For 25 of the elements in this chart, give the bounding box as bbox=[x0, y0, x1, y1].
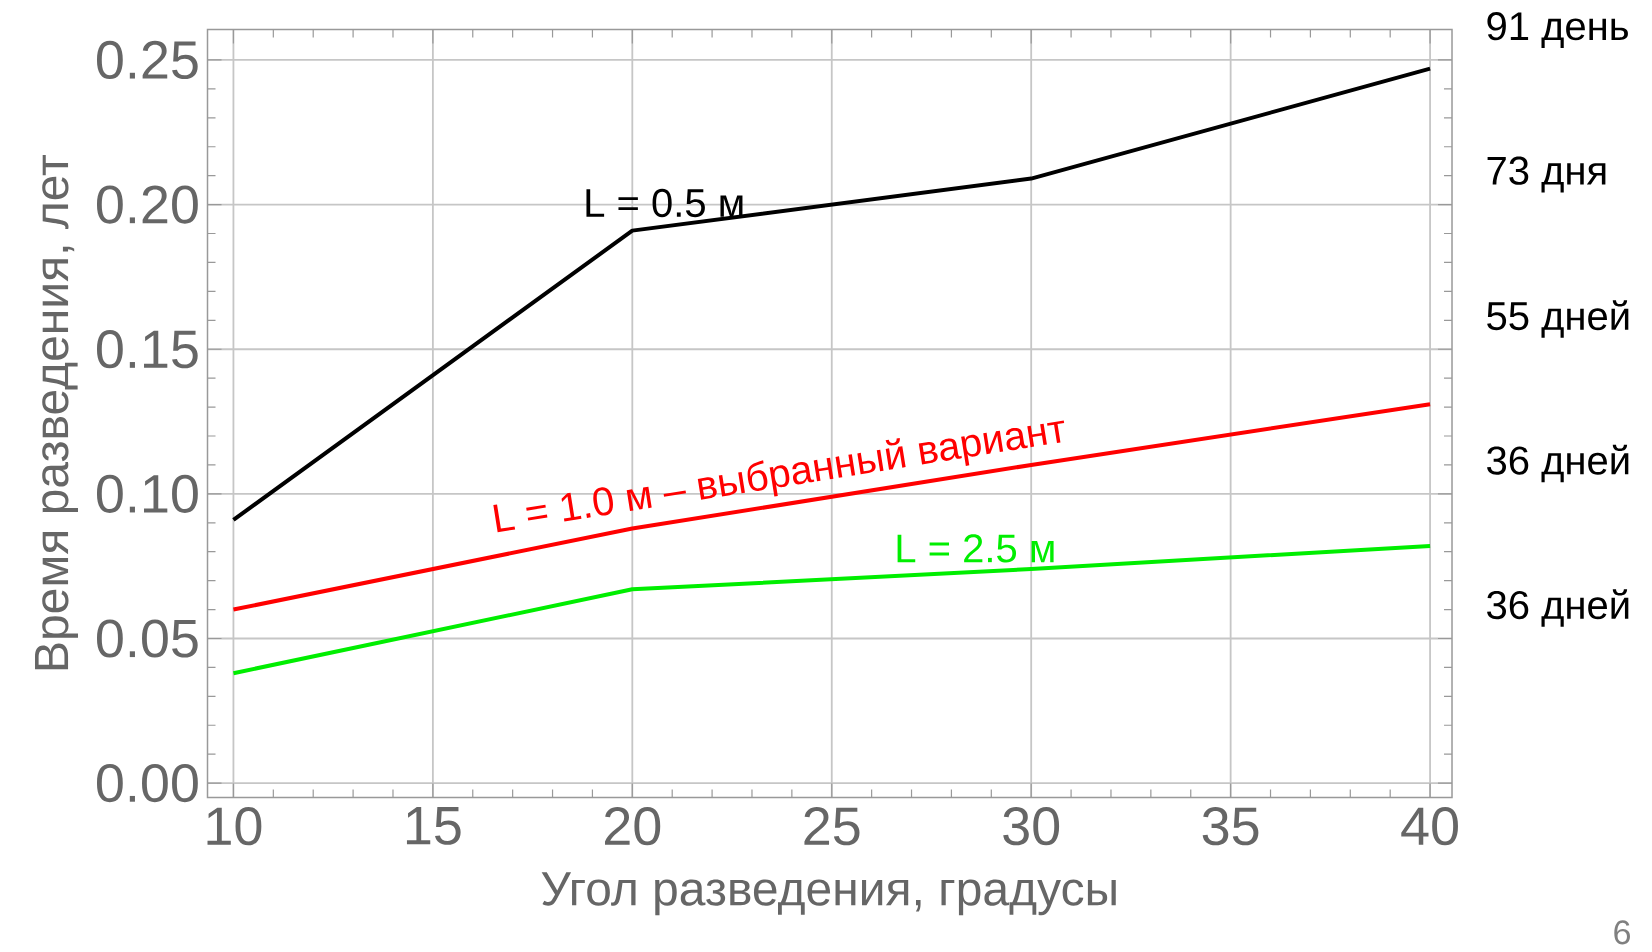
x-tick-label: 25 bbox=[804, 807, 860, 846]
x-tick-label: 40 bbox=[1401, 807, 1458, 846]
line-series bbox=[231, 402, 1433, 612]
text: 91 день bbox=[1487, 12, 1628, 48]
x-tick-label: 35 bbox=[1202, 807, 1259, 846]
y-tick-label: 0.10 bbox=[96, 474, 198, 513]
x-tick-label: 10 bbox=[207, 807, 262, 846]
text: L = 1.0 м – выбранный вариант bbox=[493, 420, 1065, 533]
text: 73 дня bbox=[1487, 156, 1606, 193]
x-tick-label: 30 bbox=[1003, 807, 1060, 846]
series-label: L = 2.5 м bbox=[897, 534, 1054, 563]
y-tick-label: 0.05 bbox=[96, 619, 198, 658]
text: 36 дней bbox=[1487, 589, 1629, 627]
series-label: L = 0.5 м bbox=[586, 188, 743, 218]
y-tick-label: 0.20 bbox=[96, 185, 198, 224]
x-axis-title: Угол разведения, градусы bbox=[541, 872, 1116, 916]
text: 36 дней bbox=[1487, 444, 1629, 483]
text: 6 bbox=[1614, 920, 1630, 945]
x-tick-label: 20 bbox=[605, 807, 661, 846]
y-tick-label: 0.00 bbox=[96, 764, 198, 803]
text: 55 дней bbox=[1487, 300, 1629, 338]
y-axis-title: Время разведения, лет bbox=[35, 154, 79, 670]
x-tick-label: 15 bbox=[406, 807, 461, 845]
y-tick-label: 0.15 bbox=[96, 330, 198, 369]
y-tick-label: 0.25 bbox=[96, 40, 198, 80]
